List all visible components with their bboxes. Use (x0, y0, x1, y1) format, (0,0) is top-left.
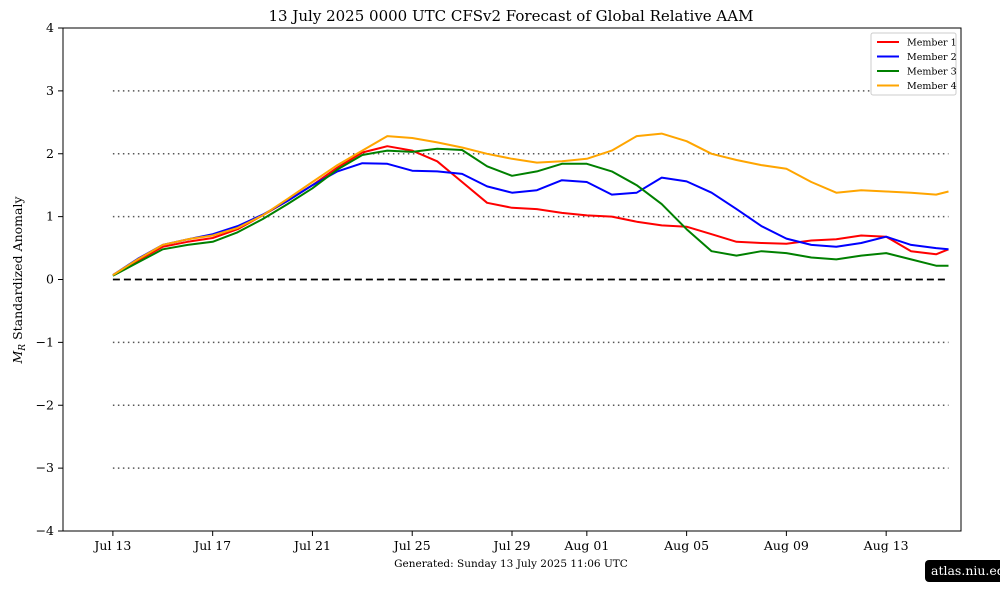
source-badge: atlas.niu.edu (925, 560, 1000, 582)
series-lines (112, 132, 949, 277)
x-axis-ticks: Jul 13 Jul 17 Jul 21 Jul 25 Jul 29 Aug 01 Aug … (92, 531, 909, 553)
legend-label: Member 3 (907, 67, 957, 78)
x-tick-label: Jul 17 (192, 538, 231, 553)
legend: Member 1 Member 2 Member 3 Member 4 (870, 32, 957, 96)
y-tick-label: −4 (36, 523, 54, 538)
x-tick-label: Aug 09 (763, 538, 809, 553)
y-tick-label: 0 (46, 272, 54, 287)
y-tick-label: −1 (36, 334, 54, 349)
y-tick-label: 2 (46, 146, 54, 161)
legend-box (870, 32, 957, 96)
legend-label: Member 1 (907, 38, 957, 49)
y-tick-label: 1 (46, 209, 54, 224)
y-axis-label: MR Standardized Anomaly (10, 196, 28, 365)
x-tick-label: Aug 01 (563, 538, 609, 553)
x-tick-label: Jul 25 (392, 538, 431, 553)
x-tick-label: Jul 21 (292, 538, 331, 553)
generated-timestamp: Generated: Sunday 13 July 2025 11:06 UTC (394, 558, 628, 570)
x-tick-label: Jul 29 (492, 538, 531, 553)
y-tick-label: −2 (36, 397, 54, 412)
legend-label: Member 4 (907, 81, 957, 92)
x-tick-label: Jul 13 (92, 538, 131, 553)
x-tick-label: Aug 05 (663, 538, 709, 553)
y-tick-label: 4 (46, 20, 54, 35)
legend-label: Member 2 (907, 52, 957, 63)
series-line-member-4 (112, 132, 949, 276)
y-tick-label: 3 (46, 83, 54, 98)
x-tick-label: Aug 13 (863, 538, 909, 553)
y-axis-ticks: −4 −3 −2 −1 0 1 2 3 4 (36, 20, 63, 538)
chart-title: 13 July 2025 0000 UTC CFSv2 Forecast of … (269, 7, 754, 25)
grid-lines (112, 90, 949, 469)
series-line-member-1 (112, 145, 949, 276)
series-line-member-3 (112, 147, 949, 277)
y-tick-label: −3 (36, 460, 54, 475)
